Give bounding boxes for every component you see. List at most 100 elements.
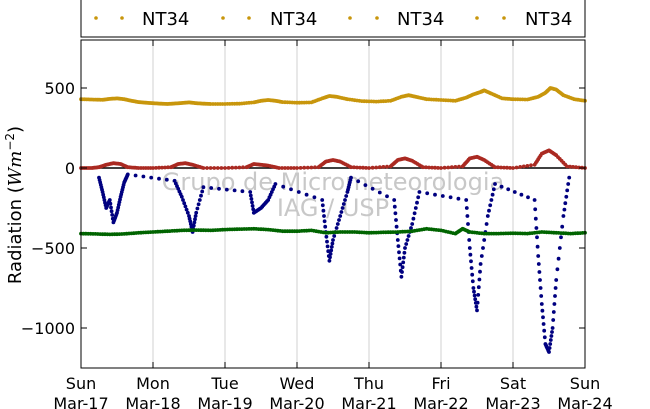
- x-tick-label-date: Mar-21: [341, 394, 396, 409]
- data-point: [442, 165, 447, 170]
- x-tick-label-day: Sat: [500, 374, 526, 393]
- data-point: [312, 195, 317, 200]
- data-point: [413, 206, 418, 210]
- data-point: [208, 166, 213, 170]
- data-point: [538, 278, 542, 282]
- data-point: [195, 206, 200, 211]
- data-point: [405, 238, 410, 242]
- data-point: [397, 250, 401, 255]
- data-point: [565, 188, 570, 193]
- legend-marker-1: [94, 16, 98, 20]
- data-point: [179, 194, 184, 199]
- data-point: [289, 187, 293, 192]
- data-point: [394, 224, 399, 229]
- data-point: [349, 165, 353, 170]
- data-point: [430, 165, 434, 170]
- data-point: [295, 166, 299, 170]
- data-point: [412, 211, 417, 216]
- data-point: [273, 182, 278, 186]
- data-point: [201, 166, 206, 170]
- data-point: [518, 165, 523, 169]
- data-point: [474, 304, 479, 309]
- data-point: [292, 166, 296, 170]
- data-point: [197, 198, 202, 202]
- x-tick-label-day: Mon: [136, 374, 170, 393]
- x-tick-label-day: Wed: [280, 374, 315, 393]
- data-point: [323, 224, 328, 229]
- y-axis-label-prefix: Radiation (: [5, 186, 26, 284]
- x-tick-label-date: Mar-24: [557, 394, 612, 409]
- data-point: [343, 198, 347, 202]
- data-point: [321, 208, 326, 213]
- data-point: [251, 207, 256, 212]
- series-4: [79, 226, 587, 237]
- data-point: [512, 190, 517, 194]
- data-point: [337, 218, 341, 222]
- x-tick-label-date: Mar-22: [413, 394, 468, 409]
- x-tick-label-day: Sun: [66, 374, 96, 393]
- data-point: [328, 252, 333, 256]
- legend-marker-1b: [120, 16, 124, 20]
- data-point: [401, 260, 406, 265]
- data-point: [467, 246, 472, 250]
- data-point: [224, 187, 229, 192]
- data-point: [574, 165, 578, 170]
- data-point: [322, 214, 326, 218]
- data-point: [320, 203, 325, 208]
- x-tick-label-day: Thu: [353, 374, 384, 393]
- data-point: [538, 286, 543, 290]
- data-point: [329, 248, 334, 253]
- data-point: [335, 222, 340, 226]
- data-point: [313, 165, 317, 170]
- data-point: [534, 226, 539, 230]
- data-point: [446, 165, 451, 170]
- data-point: [487, 208, 491, 213]
- data-point: [489, 198, 494, 202]
- data-point: [526, 195, 530, 200]
- data-point: [439, 166, 443, 170]
- data-point: [355, 165, 359, 170]
- data-point: [471, 286, 476, 290]
- data-point: [400, 265, 405, 270]
- data-point: [392, 198, 397, 202]
- data-point: [540, 308, 545, 313]
- legend-marker-3: [348, 16, 352, 20]
- data-point: [304, 192, 309, 197]
- data-point: [393, 211, 398, 216]
- data-point: [421, 165, 425, 170]
- legend-label-1: NT34: [142, 9, 189, 30]
- data-point: [296, 190, 301, 194]
- data-point: [396, 244, 401, 249]
- data-point: [286, 166, 290, 170]
- data-point: [325, 239, 329, 244]
- data-point: [549, 334, 554, 338]
- data-point: [331, 238, 335, 242]
- data-point: [320, 198, 325, 202]
- data-point: [410, 222, 415, 226]
- data-point: [571, 165, 575, 169]
- data-point: [141, 174, 146, 179]
- data-point: [166, 165, 170, 170]
- data-point: [425, 191, 430, 196]
- data-point: [327, 258, 332, 263]
- data-point: [548, 338, 553, 342]
- data-point: [193, 214, 198, 218]
- data-point: [191, 223, 196, 228]
- y-tick-label: −1000: [21, 319, 75, 338]
- data-point: [367, 166, 371, 170]
- data-point: [199, 193, 203, 198]
- y-axis-label-unit: Wm: [5, 151, 26, 187]
- data-point: [550, 326, 555, 330]
- legend-frame: [80, 0, 586, 38]
- data-point: [567, 175, 572, 180]
- data-point: [322, 219, 327, 224]
- data-point: [358, 165, 362, 170]
- data-point: [470, 272, 475, 277]
- data-point: [392, 204, 397, 209]
- data-point: [107, 198, 112, 202]
- data-point: [481, 246, 485, 250]
- plot-frame: [80, 39, 586, 369]
- data-point: [560, 224, 565, 229]
- data-point: [475, 300, 480, 305]
